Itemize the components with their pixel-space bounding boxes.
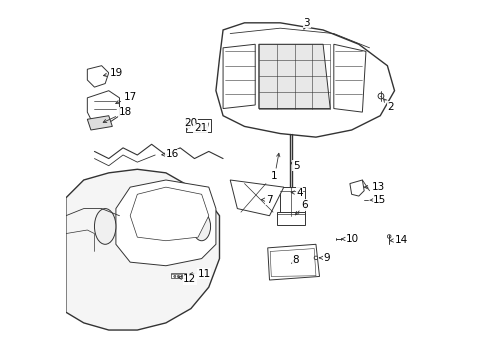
Circle shape — [203, 125, 206, 128]
Text: 21: 21 — [193, 123, 206, 133]
FancyBboxPatch shape — [276, 212, 305, 225]
Text: 2: 2 — [383, 99, 393, 112]
Circle shape — [198, 125, 201, 128]
Text: 18: 18 — [103, 107, 132, 122]
Polygon shape — [87, 91, 119, 123]
Text: 9: 9 — [319, 253, 329, 263]
FancyBboxPatch shape — [171, 273, 185, 278]
Polygon shape — [258, 44, 329, 109]
Polygon shape — [116, 180, 216, 266]
Text: 4: 4 — [290, 188, 302, 198]
Polygon shape — [267, 244, 319, 280]
Ellipse shape — [94, 208, 116, 244]
Circle shape — [177, 275, 179, 278]
Polygon shape — [230, 180, 283, 216]
FancyBboxPatch shape — [185, 119, 210, 132]
Polygon shape — [223, 44, 255, 109]
Text: 1: 1 — [271, 153, 279, 181]
Text: 19: 19 — [103, 68, 122, 78]
Polygon shape — [87, 116, 112, 130]
Text: 11: 11 — [189, 269, 210, 279]
Text: 7: 7 — [261, 195, 272, 204]
Circle shape — [181, 275, 183, 278]
Text: 12: 12 — [178, 274, 196, 284]
Polygon shape — [216, 23, 394, 137]
Polygon shape — [66, 169, 219, 330]
Text: 14: 14 — [389, 235, 407, 245]
Circle shape — [386, 235, 390, 238]
Circle shape — [377, 93, 383, 99]
Text: 8: 8 — [291, 255, 299, 265]
Text: 3: 3 — [303, 18, 309, 29]
Text: 15: 15 — [369, 195, 386, 204]
Circle shape — [173, 275, 176, 278]
Polygon shape — [87, 66, 108, 87]
Polygon shape — [349, 180, 364, 196]
FancyBboxPatch shape — [280, 187, 305, 216]
Polygon shape — [130, 187, 208, 241]
Ellipse shape — [192, 212, 210, 241]
Text: 6: 6 — [295, 200, 307, 215]
Text: 17: 17 — [116, 92, 137, 104]
Circle shape — [187, 125, 190, 128]
Circle shape — [193, 125, 196, 128]
Text: 10: 10 — [341, 234, 359, 244]
Polygon shape — [333, 44, 365, 112]
Text: 13: 13 — [364, 182, 384, 192]
Circle shape — [313, 256, 317, 260]
Text: 16: 16 — [162, 149, 179, 159]
Text: 20: 20 — [184, 118, 197, 128]
Text: 5: 5 — [290, 161, 299, 171]
